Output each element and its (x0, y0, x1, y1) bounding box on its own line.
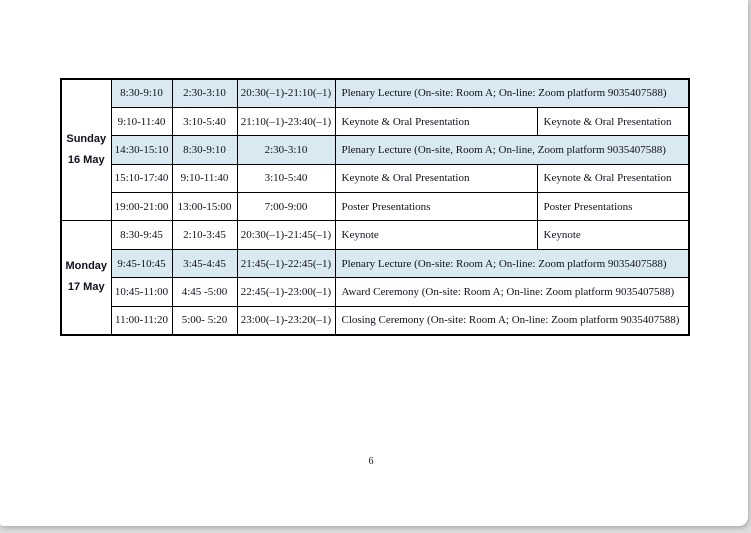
event-cell: Closing Ceremony (On-site: Room A; On-li… (334, 305, 690, 336)
time-cell: 20:30(–1)-21:45(–1) (236, 220, 336, 250)
time-cell: 10:45-11:00 (110, 277, 173, 307)
time-cell: 20:30(–1)-21:10(–1) (236, 78, 336, 108)
event-cell: Keynote & Oral Presentation (334, 163, 538, 194)
table-row: Sunday 16 May 8:30-9:10 2:30-3:10 20:30(–1)-… (60, 78, 690, 222)
time-cell: 21:10(–1)-23:40(–1) (236, 106, 336, 137)
time-cell: 15:10-17:40 (110, 163, 173, 194)
time-cell: 11:00-11:20 (110, 305, 173, 336)
time-cell: 7:00-9:00 (236, 192, 336, 222)
table-row: 9:10-11:40 3:10-5:40 21:10(–1)-23:40(–1) Ke… (61, 106, 690, 137)
event-cell: Plenary Lecture (On-site: Room A; On-lin… (334, 78, 690, 108)
day-cell: Sunday 16 May (60, 78, 112, 222)
time-cell: 2:30-3:10 (171, 78, 238, 108)
event-cell: Keynote & Oral Presentation (536, 106, 690, 137)
time-cell: 9:10-11:40 (171, 163, 238, 194)
event-cell: Award Ceremony (On-site: Room A; On-line… (334, 277, 690, 307)
event-cell: Poster Presentations (536, 192, 690, 222)
schedule-table: Sunday 16 May 8:30-9:10 2:30-3:10 20:30(–1)-… (60, 78, 690, 336)
time-cell: 3:45-4:45 (171, 248, 238, 279)
time-cell: 22:45(–1)-23:00(–1) (236, 277, 336, 307)
event-cell: Poster Presentations (334, 192, 538, 222)
event-cell: Keynote (536, 220, 690, 250)
time-cell: 19:00-21:00 (110, 192, 173, 222)
time-cell: 2:30-3:10 (236, 135, 336, 165)
event-cell: Keynote & Oral Presentation (334, 106, 538, 137)
day-label-line: 16 May (67, 154, 105, 167)
time-cell: 14:30-15:10 (110, 135, 173, 165)
time-cell: 5:00- 5:20 (171, 305, 238, 336)
time-cell: 8:30-9:10 (110, 78, 173, 108)
time-cell: 13:00-15:00 (171, 192, 238, 222)
table-row: 9:45-10:45 3:45-4:45 21:45(–1)-22:45(–1) Pl… (61, 248, 690, 279)
table-row: 14:30-15:10 8:30-9:10 2:30-3:10 Plenary Lec… (61, 135, 690, 165)
time-cell: 9:10-11:40 (110, 106, 173, 137)
event-cell: Plenary Lecture (On-site: Room A; On-lin… (334, 248, 690, 279)
day-label-line: Monday (65, 260, 108, 273)
day-cell: Monday 17 May (60, 220, 112, 336)
table-row: 11:00-11:20 5:00- 5:20 23:00(–1)-23:20(–1)… (61, 305, 690, 336)
time-cell: 23:00(–1)-23:20(–1) (236, 305, 336, 336)
time-cell: 3:10-5:40 (236, 163, 336, 194)
table-row: 19:00-21:00 13:00-15:00 7:00-9:00 Poster Pr… (61, 192, 690, 222)
day-label-line: 17 May (67, 281, 105, 294)
event-cell: Keynote & Oral Presentation (536, 163, 690, 194)
table-row: 15:10-17:40 9:10-11:40 3:10-5:40 Keynote & … (61, 163, 690, 194)
page-number: 6 (368, 456, 374, 467)
time-cell: 4:45 -5:00 (171, 277, 238, 307)
time-cell: 9:45-10:45 (110, 248, 173, 279)
day-label-line: Sunday (66, 133, 107, 146)
event-cell: Plenary Lecture (On-site, Room A; On-lin… (334, 135, 690, 165)
table-row: 10:45-11:00 4:45 -5:00 22:45(–1)-23:00(–1)… (61, 277, 690, 307)
time-cell: 8:30-9:10 (171, 135, 238, 165)
time-cell: 3:10-5:40 (171, 106, 238, 137)
time-cell: 21:45(–1)-22:45(–1) (236, 248, 336, 279)
event-cell: Keynote (334, 220, 538, 250)
time-cell: 2:10-3:45 (171, 220, 238, 250)
table-row: Monday 17 May 8:30-9:45 2:10-3:45 20:30(–1)-… (60, 220, 690, 336)
time-cell: 8:30-9:45 (110, 220, 173, 250)
